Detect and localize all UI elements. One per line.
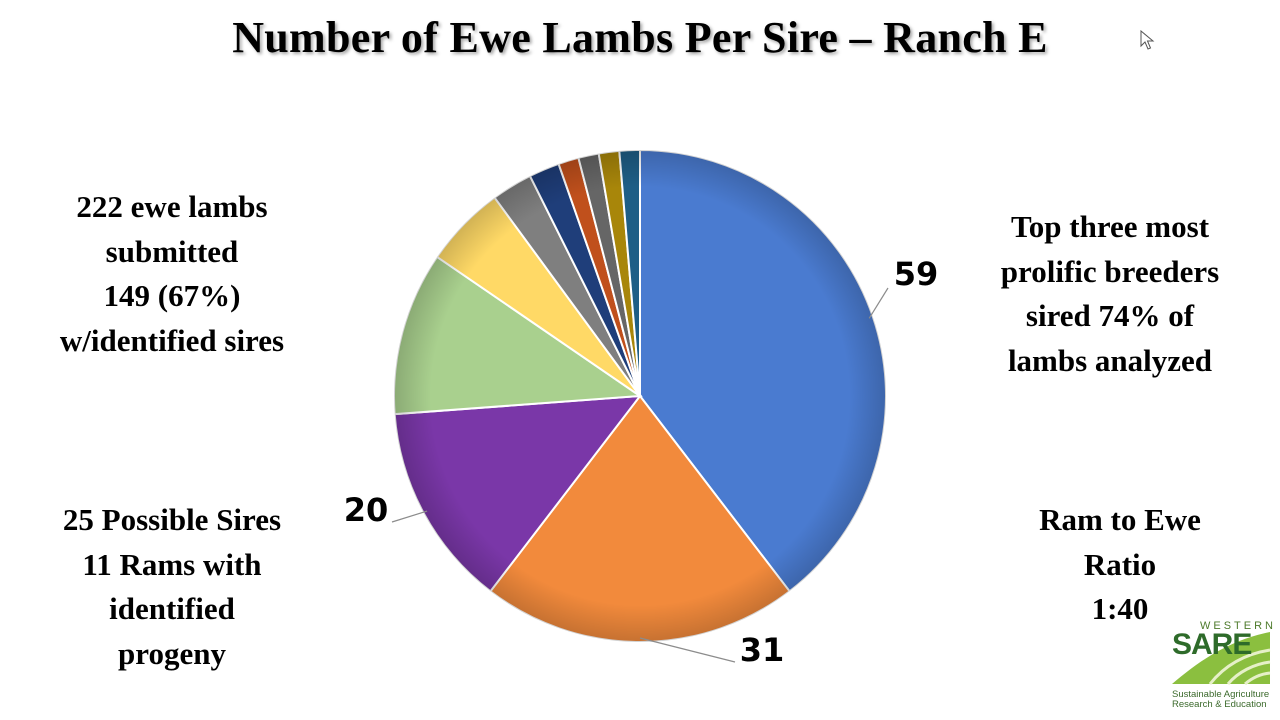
note-line: identified [109, 591, 235, 626]
note-line: lambs analyzed [1007, 342, 1213, 378]
logo-western: WESTERN [1200, 620, 1276, 632]
leader-line-3 [391, 510, 428, 523]
note-line: 1:40 [1091, 591, 1149, 626]
sare-field-icon [1172, 632, 1271, 686]
note-line: Ram to Ewe [1039, 502, 1201, 537]
western-sare-logo: WESTERN SARE Sustainable Agriculture Res… [1170, 620, 1273, 712]
logo-subtitle-line: Sustainable Agriculture [1172, 689, 1270, 700]
pie-shading [394, 150, 886, 642]
logo-subtitle: Sustainable Agriculture Research & Educa… [1172, 690, 1269, 710]
note-line: sired 74% of [1025, 298, 1195, 333]
mouse-cursor-icon [1140, 30, 1155, 50]
data-label-3: 20 [344, 491, 389, 529]
data-label-2: 31 [740, 631, 785, 669]
note-line: Ratio [1083, 546, 1157, 582]
note-line: progeny [118, 635, 226, 671]
leader-line-2 [639, 637, 736, 663]
note-line: w/identified sires [59, 322, 285, 358]
note-line: 11 Rams with [82, 546, 262, 582]
logo-subtitle-line: Research & Education [1172, 699, 1267, 710]
logo-sare: SARE [1172, 628, 1252, 661]
lambs-submitted-note: 222 ewe lambs submitted 149 (67%) w/iden… [22, 185, 322, 363]
ram-ewe-ratio-note: Ram to Ewe Ratio 1:40 [1000, 498, 1240, 632]
note-line: prolific breeders [1000, 253, 1220, 289]
note-line: 222 ewe lambs [76, 189, 268, 224]
leader-line-1 [868, 287, 889, 319]
top-breeders-note: Top three most prolific breeders sired 7… [965, 205, 1255, 383]
note-line: submitted [105, 233, 239, 269]
note-line: 149 (67%) [103, 278, 241, 313]
data-label-1: 59 [894, 255, 939, 293]
possible-sires-note: 25 Possible Sires 11 Rams with identifie… [22, 498, 322, 676]
note-line: 25 Possible Sires [62, 502, 282, 537]
note-line: Top three most [1010, 209, 1210, 244]
slide-title: Number of Ewe Lambs Per Sire – Ranch E [232, 13, 1048, 62]
